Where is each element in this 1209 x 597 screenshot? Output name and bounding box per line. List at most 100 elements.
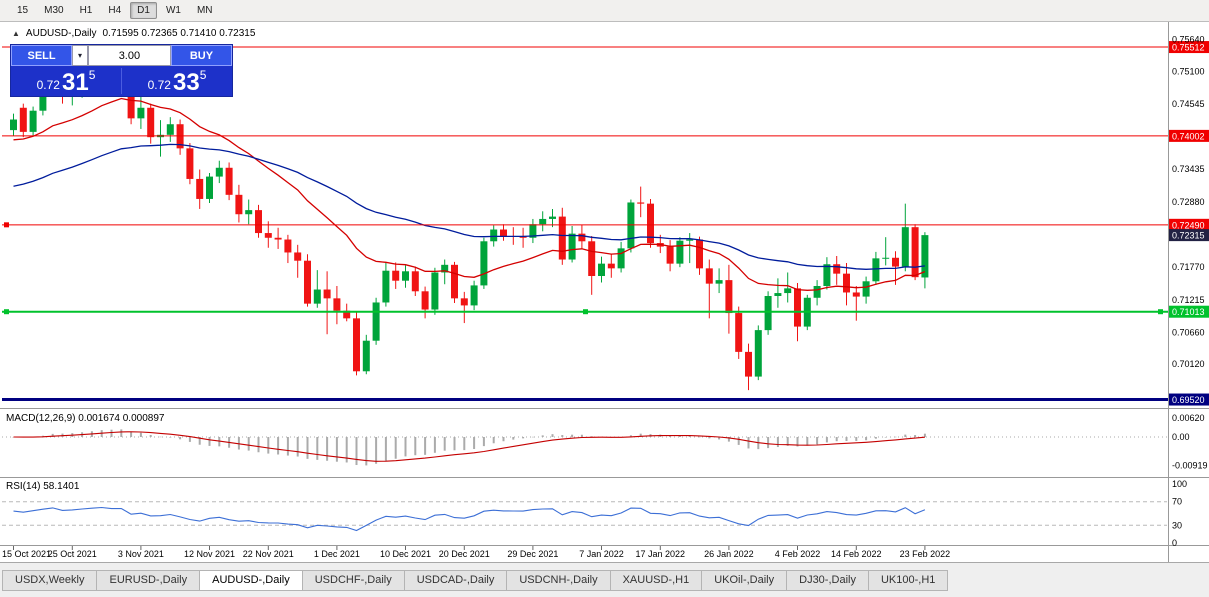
macd-histogram-bar	[306, 437, 309, 459]
date-axis-label: 26 Jan 2022	[704, 549, 754, 559]
price-level-label	[1169, 41, 1209, 54]
timeframe-button-D1[interactable]: D1	[130, 2, 157, 19]
candle-body	[441, 264, 449, 273]
candle-body	[304, 260, 311, 304]
rsi-line	[13, 506, 926, 532]
macd-histogram-bar	[286, 437, 289, 456]
macd-histogram-bar	[531, 436, 534, 438]
chart-tab-eurusddaily[interactable]: EURUSD-,Daily	[97, 570, 201, 591]
candle-body	[519, 236, 527, 238]
macd-histogram-bar	[424, 437, 427, 455]
candle-body	[686, 239, 694, 241]
timeframe-button-H4[interactable]: H4	[101, 2, 129, 19]
macd-histogram-bar	[776, 437, 779, 448]
macd-histogram-bar	[414, 437, 417, 456]
timeframe-button-W1[interactable]: W1	[158, 2, 188, 19]
candle-body	[460, 298, 468, 306]
candle-body	[255, 210, 262, 234]
chart-tab-audusddaily[interactable]: AUDUSD-,Daily	[200, 570, 303, 591]
price-level-label-text: 0.72490	[1172, 220, 1205, 230]
candle-body	[705, 268, 713, 284]
macd-histogram-bar	[767, 437, 770, 449]
candle-body	[852, 292, 860, 297]
candle-body	[647, 203, 654, 244]
candle-body	[911, 227, 919, 278]
current-price-label-text: 0.72315	[1172, 231, 1205, 241]
macd-histogram-bar	[512, 437, 515, 440]
chart-tab-usdcaddaily[interactable]: USDCAD-,Daily	[404, 570, 508, 591]
macd-histogram-bar	[110, 429, 113, 437]
moving-average-line	[13, 143, 925, 270]
chart-tab-dj30daily[interactable]: DJ30-,Daily	[787, 570, 869, 591]
price-axis-tick: 0.72880	[1172, 197, 1205, 207]
macd-histogram-bar	[894, 436, 897, 438]
candle-body	[901, 227, 909, 267]
candle-body	[284, 239, 292, 253]
macd-histogram-bar	[375, 437, 378, 464]
macd-histogram-bar	[482, 437, 485, 447]
price-divider	[121, 68, 122, 94]
macd-histogram-bar	[433, 437, 436, 453]
macd-histogram-bar	[149, 435, 152, 437]
chart-tab-usdchfdaily[interactable]: USDCHF-,Daily	[302, 570, 405, 591]
price-axis-tick: 0.71770	[1172, 262, 1205, 272]
date-axis-label: 22 Nov 2021	[243, 549, 294, 559]
macd-histogram-bar	[639, 433, 642, 437]
buy-price-sup: 5	[199, 68, 207, 82]
macd-histogram-bar	[188, 437, 191, 442]
price-level-label-text: 0.74002	[1172, 131, 1205, 141]
chart-tab-ukoildaily[interactable]: UKOil-,Daily	[702, 570, 788, 591]
volume-input[interactable]	[87, 45, 171, 66]
macd-signal-line	[13, 431, 925, 462]
candle-body	[764, 296, 772, 331]
macd-histogram-bar	[326, 437, 329, 461]
chart-header: ▲ AUDUSD-,Daily 0.71595 0.72365 0.71410 …	[12, 28, 255, 39]
chart-tab-usdxweekly[interactable]: USDX,Weekly	[2, 570, 98, 591]
candle-body	[833, 264, 841, 274]
candle-body	[921, 235, 929, 278]
sell-button[interactable]: SELL	[11, 45, 73, 66]
macd-histogram-bar	[845, 437, 848, 441]
chart-tab-xauusdh1[interactable]: XAUUSD-,H1	[610, 570, 703, 591]
macd-histogram-bar	[708, 437, 711, 439]
macd-histogram-bar	[198, 437, 201, 445]
macd-histogram-bar	[394, 437, 397, 459]
candle-body	[490, 229, 498, 242]
one-click-controls-row: SELL ▾ BUY	[11, 45, 233, 66]
macd-histogram-bar	[453, 437, 456, 451]
macd-histogram-bar	[914, 435, 917, 437]
date-axis-label: 12 Nov 2021	[184, 549, 235, 559]
timeframe-button-15[interactable]: 15	[10, 2, 36, 19]
macd-histogram-bar	[806, 437, 809, 446]
timeframe-button-M30[interactable]: M30	[37, 2, 71, 19]
macd-histogram-bar	[345, 437, 348, 463]
macd-histogram-bar	[884, 437, 887, 438]
sell-price-display[interactable]: 0.72 31 5	[11, 66, 121, 96]
candle-body	[627, 202, 635, 249]
price-axis-tick: 0.75100	[1172, 66, 1205, 76]
timeframe-button-H1[interactable]: H1	[72, 2, 100, 19]
chart-ohlc-values: 0.71595 0.72365 0.71410 0.72315	[102, 28, 256, 39]
macd-histogram-bar	[825, 437, 828, 443]
volume-dropdown-button[interactable]: ▾	[72, 45, 88, 66]
collapse-panel-icon[interactable]: ▲	[12, 29, 20, 38]
chart-tab-usdcnhdaily[interactable]: USDCNH-,Daily	[507, 570, 611, 591]
macd-histogram-bar	[865, 437, 868, 441]
chart-tab-uk100h1[interactable]: UK100-,H1	[868, 570, 949, 591]
macd-histogram-bar	[678, 435, 681, 437]
candle-body	[480, 241, 488, 286]
candle-body	[549, 216, 556, 219]
candle-body	[421, 291, 429, 310]
macd-histogram-bar	[796, 437, 799, 447]
candle-body	[813, 286, 821, 298]
buy-price-display[interactable]: 0.72 33 5	[122, 66, 232, 96]
rsi-axis-tick: 70	[1172, 497, 1182, 507]
buy-price-prefix: 0.72	[147, 78, 171, 92]
timeframe-button-MN[interactable]: MN	[189, 2, 220, 19]
candle-body	[215, 167, 223, 177]
buy-button[interactable]: BUY	[170, 45, 233, 66]
candle-body	[362, 340, 370, 372]
candle-body	[823, 264, 831, 286]
